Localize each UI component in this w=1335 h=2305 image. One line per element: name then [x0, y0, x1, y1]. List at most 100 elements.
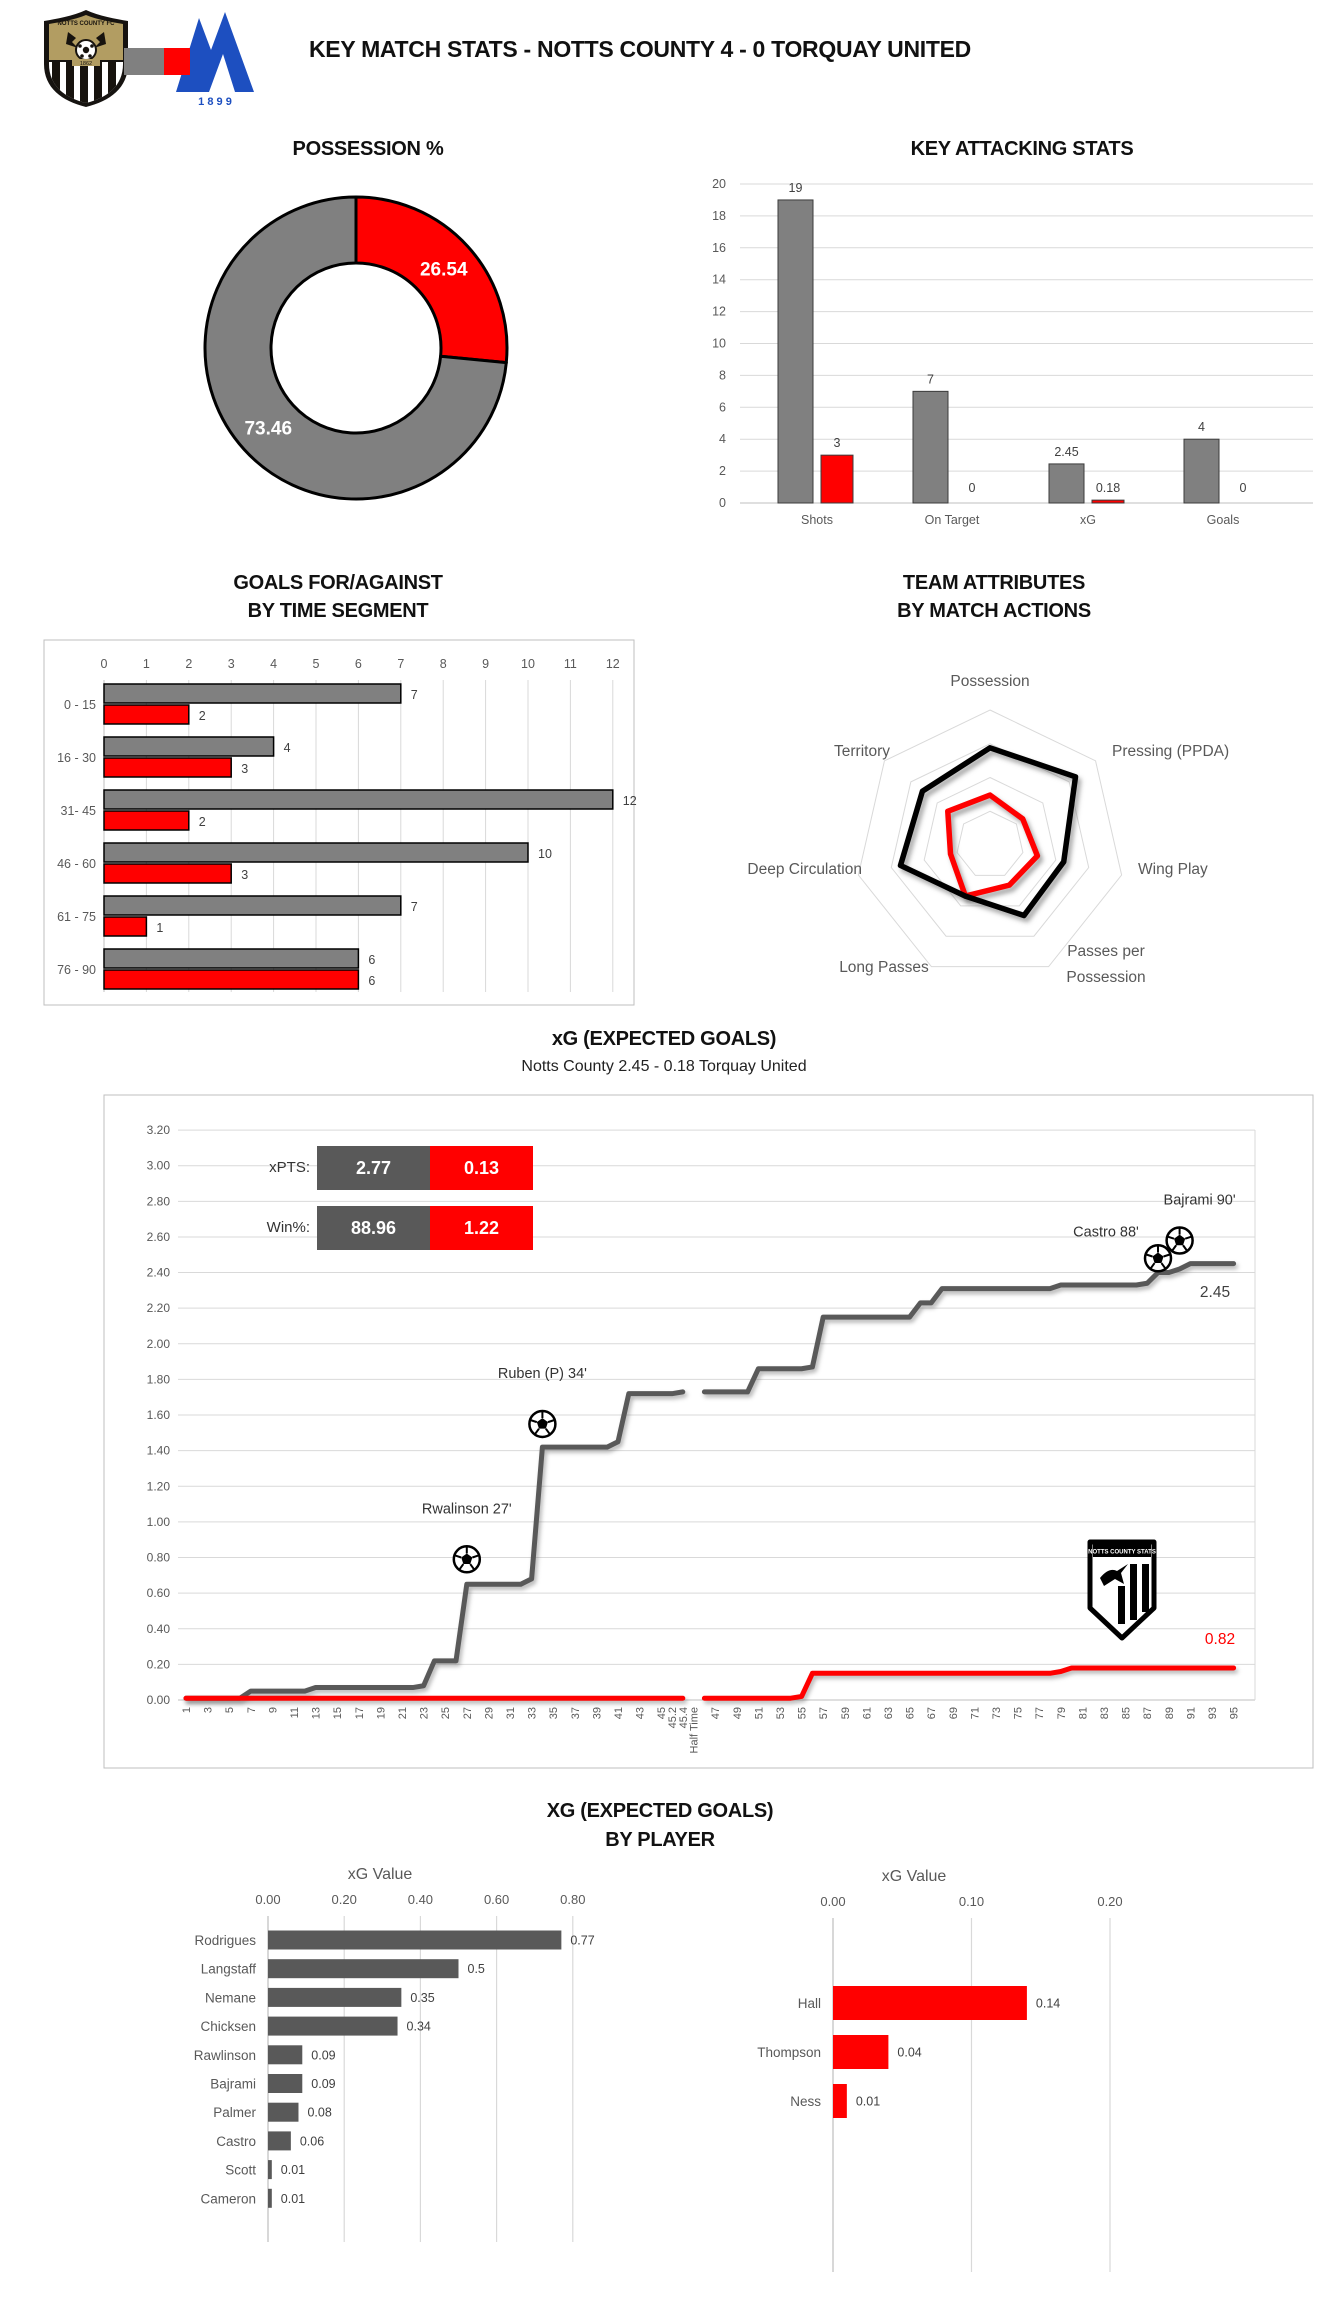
radar-series-Torquay United	[945, 792, 1041, 899]
x-tick-label: 47	[710, 1707, 722, 1719]
x-tick-label: 31	[505, 1707, 517, 1719]
y-tick-label: 1.00	[147, 1515, 171, 1529]
player-name-label: Ness	[790, 2094, 821, 2109]
goal-annotation-label: Ruben (P) 34'	[498, 1366, 587, 1382]
x-tick-label: 4	[270, 657, 277, 671]
crest-ball-hex	[90, 44, 94, 48]
bar-value-label: 3	[834, 436, 841, 450]
radar-axis-label: Possession	[950, 673, 1029, 690]
crest-year-band	[72, 59, 100, 66]
crest-ball-hex	[78, 44, 82, 48]
player-name-label: Rawlinson	[194, 2048, 256, 2063]
y-tick-label: 20	[712, 177, 726, 191]
x-tick-label: 89	[1164, 1707, 1176, 1719]
x-tick-label: 5	[313, 657, 320, 671]
bar-value-label: 12	[623, 794, 637, 808]
player-section-title-line1: XG (EXPECTED GOALS)	[546, 1800, 774, 1822]
torquay-year-text: 1 8 9 9	[198, 96, 232, 108]
xg-player-away-chart: 0.00 0.10 0.20 Hall 0.14 Thompson 0.04 Ness 0.01	[757, 1894, 1123, 2272]
x-tick-label: 0	[101, 657, 108, 671]
player-section-title-line2: BY PLAYER	[605, 1829, 715, 1851]
possession-donut-chart: 26.54 73.46	[203, 195, 509, 501]
bar-home-xG	[1048, 463, 1085, 504]
bar-against-16 - 30	[103, 757, 232, 778]
x-tick-label: 53	[775, 1707, 787, 1719]
bar-Castro	[268, 2131, 291, 2151]
team-attributes-radar-chart: Possession Pressing (PPDA) Wing Play Passes…	[747, 673, 1229, 986]
goal-annotation-label: Bajrami 90'	[1164, 1193, 1236, 1209]
y-tick-label: 1.80	[147, 1372, 171, 1386]
ball-pentagon	[1152, 1252, 1164, 1264]
radar-ring	[857, 709, 1123, 968]
bar-Cameron	[268, 2188, 272, 2208]
radar-axis-label: Wing Play	[1138, 861, 1208, 878]
ball-seam	[472, 1554, 479, 1559]
x-tick-label: 71	[969, 1707, 981, 1719]
bar-value-label: 2.45	[1054, 445, 1078, 459]
time-segment-title-line2: BY TIME SEGMENT	[247, 600, 429, 622]
x-tick-label: 91	[1185, 1707, 1197, 1719]
player-home-axis-title: xG Value	[347, 1866, 413, 1883]
radar-axis-label: Long Passes	[839, 959, 929, 976]
x-tick-label: 81	[1077, 1707, 1089, 1719]
x-tick-label: 5	[224, 1707, 236, 1713]
xpts-home-value: 2.77	[317, 1146, 430, 1190]
y-tick-label: 8	[719, 368, 726, 382]
bar-value-label: 2	[199, 709, 206, 723]
winpct-home-value: 88.96	[317, 1206, 430, 1250]
badge-stripe	[1118, 1586, 1125, 1624]
crest-title-text: NOTTS COUNTY FC	[58, 21, 116, 27]
x-tick-label: 6	[355, 657, 362, 671]
notts-county-stats-badge-icon: NOTTS COUNTY STATS	[1087, 1539, 1157, 1641]
ball-seam	[458, 1563, 465, 1570]
x-tick-label: 39	[591, 1707, 603, 1719]
radar-axis-label: Territory	[834, 743, 890, 760]
radar-ring	[956, 810, 1024, 876]
y-tick-label: 0	[719, 496, 726, 510]
bar-value-label: 4	[1198, 420, 1205, 434]
x-tick-label: 23	[419, 1707, 431, 1719]
bar-Nemane	[268, 1987, 402, 2007]
chart-frame	[103, 1094, 1314, 1769]
time-segment-title-line1: GOALS FOR/AGAINST	[233, 572, 443, 594]
y-category-label: 61 - 75	[57, 910, 96, 924]
crest-year-text: 1862	[80, 61, 92, 67]
goal-ball-icon	[1143, 1244, 1173, 1273]
bar-against-76 - 90	[103, 969, 360, 990]
x-tick-label: 12	[606, 657, 620, 671]
x-tick-label: 1	[181, 1707, 193, 1713]
xpts-away-value: 0.13	[430, 1146, 533, 1190]
bar-for-76 - 90	[103, 948, 360, 969]
ball-seam	[545, 1428, 551, 1435]
bar-for-31- 45	[103, 789, 614, 810]
x-tick-label: 13	[311, 1707, 323, 1719]
x-tick-label: 15	[332, 1707, 344, 1719]
bar-value-label: 6	[368, 974, 375, 988]
x-tick-label: 17	[354, 1707, 366, 1719]
ball-seam	[454, 1554, 462, 1559]
y-tick-label: 1.40	[147, 1444, 171, 1458]
crest-magpie-right	[94, 32, 106, 48]
radar-series-Notts County	[897, 745, 1079, 919]
y-tick-label: 2	[719, 464, 726, 478]
x-tick-label: 63	[883, 1707, 895, 1719]
header-connector-gray	[124, 48, 164, 75]
x-tick-label: 3	[203, 1707, 215, 1713]
x-tick-label: 57	[818, 1707, 830, 1719]
home-final-xg-label: 2.45	[1200, 1284, 1230, 1301]
bar-value-label: 0.04	[897, 2046, 921, 2060]
player-name-label: Nemane	[205, 1990, 256, 2005]
possession-title: POSSESSION %	[292, 138, 444, 160]
y-category-label: 16 - 30	[57, 751, 96, 765]
y-tick-label: 0.40	[147, 1622, 171, 1636]
x-tick-label: 83	[1099, 1707, 1111, 1719]
x-tick-label: 1	[143, 657, 150, 671]
y-tick-label: 2.00	[147, 1337, 171, 1351]
player-name-label: Hall	[798, 1996, 821, 2011]
x-tick-label: 0.20	[332, 1892, 357, 1907]
bar-value-label: 0.01	[281, 2163, 305, 2177]
x-tick-label: 21	[397, 1707, 409, 1719]
bar-away-xG	[1091, 499, 1125, 504]
x-tick-label: 45.2	[667, 1707, 679, 1728]
crest-ball-hex	[88, 54, 92, 58]
